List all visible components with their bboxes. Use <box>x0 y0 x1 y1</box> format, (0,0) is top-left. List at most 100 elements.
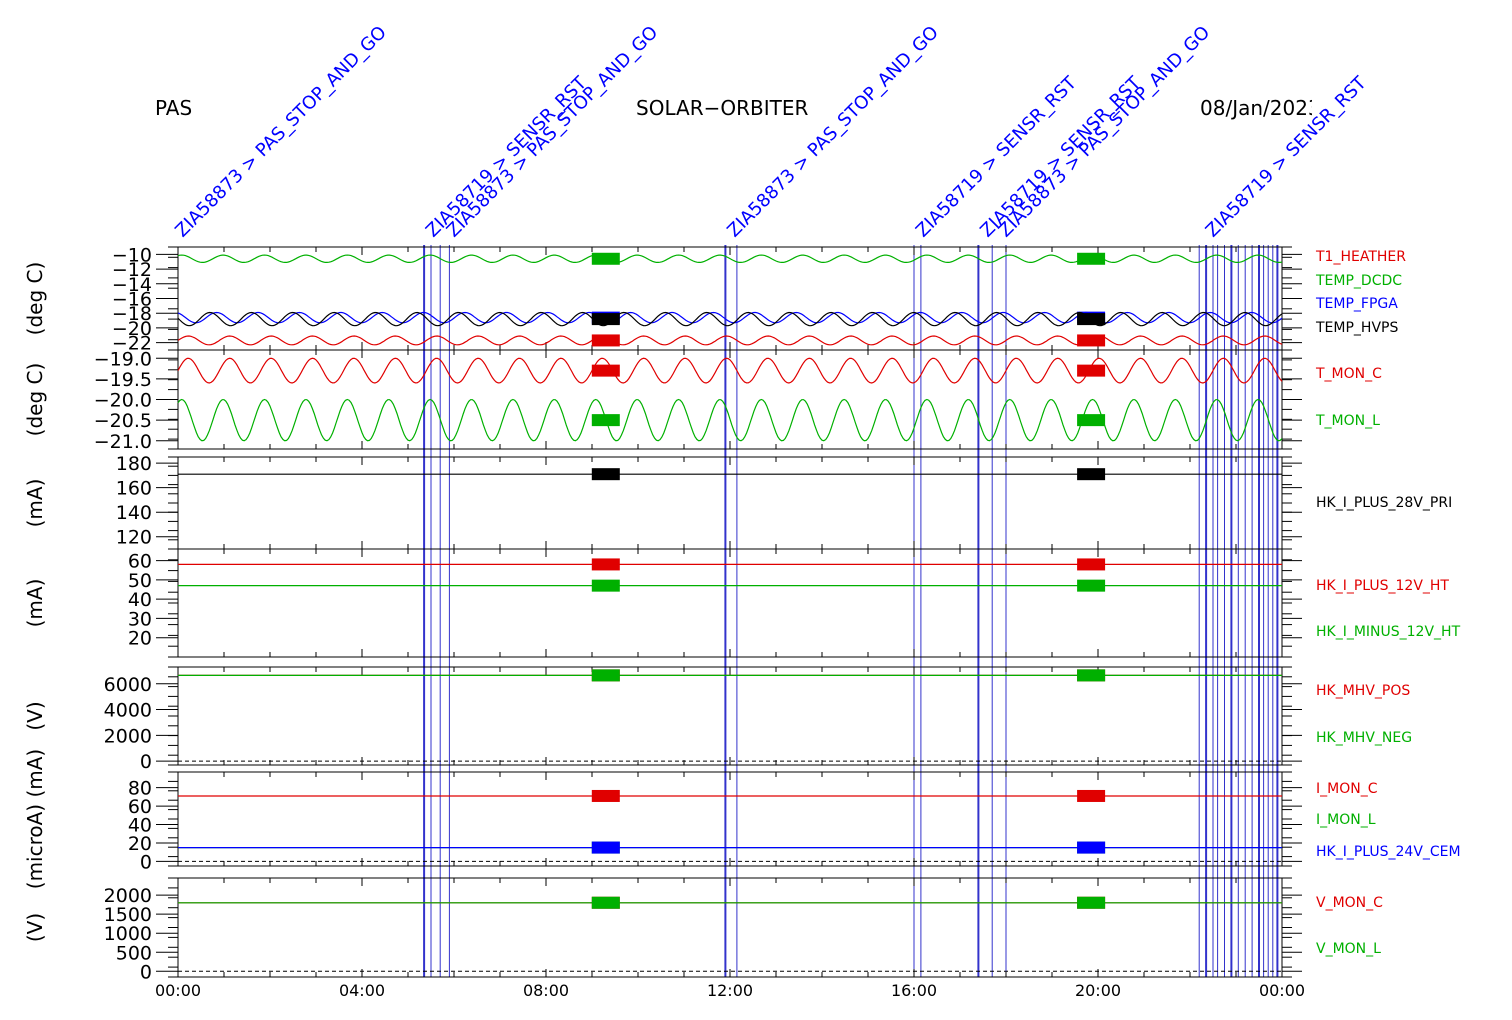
panel-1: −10−12−14−16−18−20−22 (deg C) T1_HEATHER TE… <box>23 244 1406 354</box>
y-tick-label: 40 <box>128 589 152 611</box>
y-tick-label: 0 <box>140 851 152 873</box>
data-block <box>1077 252 1106 265</box>
series-legend-label: T_MON_C <box>1315 366 1382 382</box>
header-instrument: PAS <box>155 96 193 120</box>
y-tick-label: 0 <box>140 751 152 773</box>
series-legend-label: HK_MHV_NEG <box>1316 730 1412 746</box>
data-block <box>591 579 620 592</box>
data-block <box>591 789 620 802</box>
y-tick-label: 30 <box>128 608 152 630</box>
y-tick-label: 160 <box>116 478 152 500</box>
y-axis-label: (V) <box>23 701 47 730</box>
panel-frame <box>177 771 1283 867</box>
panel-5: 6000 4000 2000 0 (V) HK_MHV_POS HK_MHV_NEG <box>23 666 1412 773</box>
event-annotation-label: ZIA58873 > PAS_STOP_AND_GO <box>443 22 662 241</box>
y-tick-label: 2000 <box>104 725 152 747</box>
data-block <box>1077 579 1106 592</box>
series-legend-label: V_MON_C <box>1316 895 1383 911</box>
series-legend-label: HK_I_PLUS_24V_CEM <box>1316 844 1461 860</box>
x-tick-label: 04:00 <box>339 981 385 1000</box>
data-block <box>591 558 620 571</box>
series-line <box>177 254 1283 263</box>
panel-frame <box>177 548 1283 658</box>
series-line <box>177 398 1283 442</box>
panel-frame <box>177 666 1283 766</box>
y-tick-label: 6000 <box>104 674 152 696</box>
x-tick-label: 20:00 <box>1075 981 1121 1000</box>
series-legend-label: HK_I_PLUS_28V_PRI <box>1316 495 1452 511</box>
series-legend-label: I_MON_L <box>1316 812 1376 828</box>
y-tick-label: 0 <box>140 961 152 983</box>
data-block <box>1077 364 1106 377</box>
y-tick-label: 40 <box>128 815 152 837</box>
panel-frame <box>177 877 1283 978</box>
series-legend-label: HK_MHV_POS <box>1316 683 1410 699</box>
y-tick-label: −10 <box>112 244 152 266</box>
data-block <box>1077 669 1106 682</box>
y-tick-label: 500 <box>116 942 152 964</box>
x-tick-label: 16:00 <box>891 981 937 1000</box>
panel-frame <box>177 456 1283 550</box>
header-mission: SOLAR−ORBITER <box>636 96 809 120</box>
data-block <box>591 334 620 347</box>
y-tick-label: 50 <box>128 570 152 592</box>
data-block <box>1077 841 1106 854</box>
series-legend-label: HK_I_PLUS_12V_HT <box>1316 578 1449 594</box>
data-block <box>1077 334 1106 347</box>
y-tick-label: 1500 <box>104 904 152 926</box>
y-tick-label: 20 <box>128 833 152 855</box>
event-annotation-label: ZIA58873 > PAS_STOP_AND_GO <box>171 22 390 241</box>
y-tick-label: 2000 <box>104 885 152 907</box>
y-tick-label: 120 <box>116 527 152 549</box>
y-tick-label: 60 <box>128 551 152 573</box>
data-block <box>1077 558 1106 571</box>
y-tick-label: 4000 <box>104 700 152 722</box>
y-axis-label: (mA) <box>23 479 47 528</box>
y-tick-label: 60 <box>128 796 152 818</box>
y-tick-label: −16 <box>112 289 152 311</box>
data-block <box>1077 789 1106 802</box>
x-tick-label: 00:00 <box>155 981 201 1000</box>
y-tick-label: −12 <box>112 259 152 281</box>
y-tick-label: −14 <box>112 274 152 296</box>
y-tick-label: 80 <box>128 778 152 800</box>
series-legend-label: I_MON_C <box>1316 781 1378 797</box>
data-block <box>1077 896 1106 909</box>
data-block <box>591 252 620 265</box>
data-block <box>591 313 620 326</box>
y-tick-label: −20.5 <box>94 410 152 432</box>
y-axis-label: (deg C) <box>23 363 47 437</box>
series-legend-label: TEMP_DCDC <box>1315 273 1402 289</box>
x-tick-label: 08:00 <box>523 981 569 1000</box>
data-block <box>591 896 620 909</box>
y-axis-label: (microA) (mA) <box>23 749 47 889</box>
y-axis-label: (deg C) <box>23 262 47 336</box>
event-annotation-label: ZIA58719 > SENSR_RST <box>1202 72 1372 242</box>
panel-frame <box>177 349 1283 450</box>
data-block <box>591 841 620 854</box>
header-date: 08/Jan/2023 <box>1200 96 1312 120</box>
panel-2: −19.0−19.5−20.0−20.5−21.0 (deg C) T_MON_C T… <box>23 348 1382 453</box>
y-tick-label: −21.0 <box>94 431 152 453</box>
data-block <box>591 364 620 377</box>
series-legend-label: V_MON_L <box>1316 941 1381 957</box>
series-legend-label: T_MON_L <box>1315 413 1380 429</box>
series-legend-label: HK_I_MINUS_12V_HT <box>1316 624 1461 640</box>
x-tick-label: 12:00 <box>707 981 753 1000</box>
series-legend-label: T1_HEATHER <box>1315 249 1406 265</box>
y-tick-label: −18 <box>112 303 152 325</box>
event-annotation-label: ZIA58719 > SENSR_RST <box>422 72 592 242</box>
y-tick-label: 1000 <box>104 923 152 945</box>
y-axis-label: (V) <box>23 913 47 942</box>
series-legend-label: TEMP_FPGA <box>1315 296 1398 312</box>
data-block <box>1077 468 1106 481</box>
y-tick-label: −22 <box>112 333 152 355</box>
y-tick-label: −19.0 <box>94 348 152 370</box>
y-axis-label: (mA) <box>23 579 47 628</box>
data-block <box>591 669 620 682</box>
